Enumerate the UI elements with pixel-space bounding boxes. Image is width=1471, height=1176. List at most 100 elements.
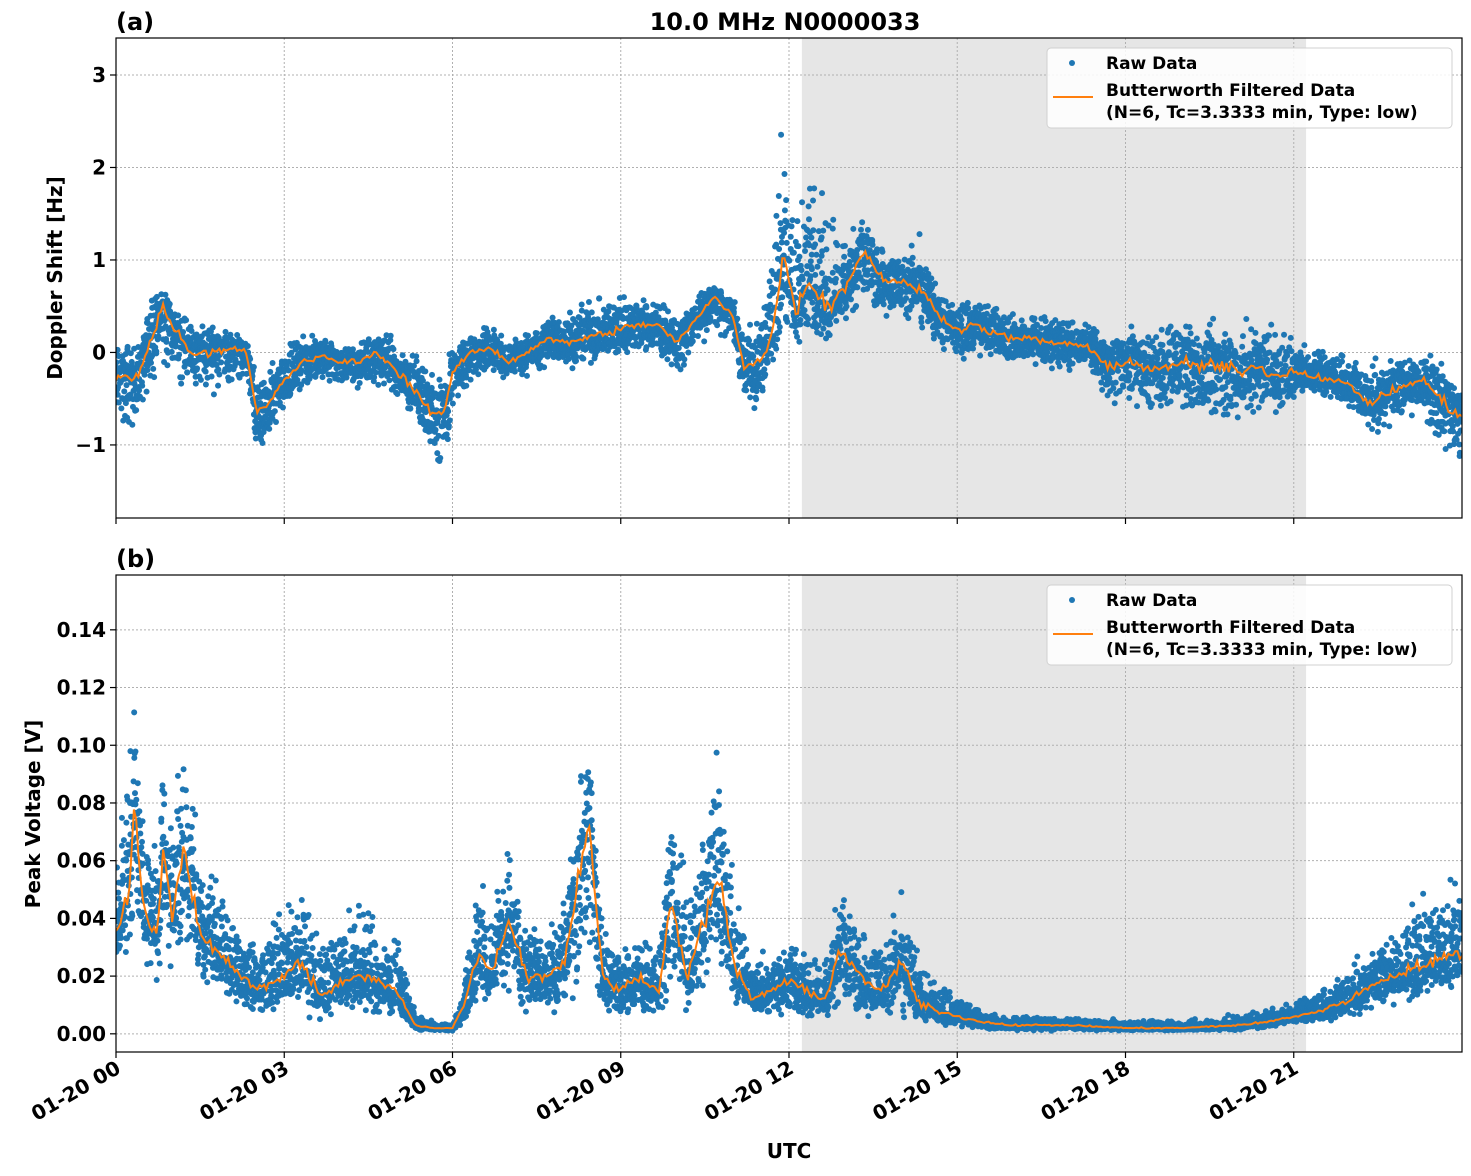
raw-data-point [971,341,977,347]
raw-data-point [830,226,836,232]
raw-data-point [812,272,818,278]
raw-data-point [523,364,529,370]
raw-data-point [685,350,691,356]
raw-data-point [778,132,784,138]
raw-data-point [881,301,887,307]
raw-data-point [251,364,257,370]
raw-data-point [805,316,811,322]
raw-data-point [400,352,406,358]
raw-data-point [762,372,768,378]
raw-data-point [782,207,788,213]
raw-data-point [800,299,806,305]
raw-data-point [144,389,150,395]
raw-data-point [1110,385,1116,391]
raw-data-point [784,319,790,325]
raw-data-point [850,226,856,232]
raw-data-point [1227,396,1233,402]
raw-data-point [390,346,396,352]
raw-data-point [541,364,547,370]
raw-data-point [1160,375,1166,381]
raw-data-point [215,383,221,389]
raw-data-point [129,422,135,428]
raw-data-point [918,319,924,325]
raw-data-point [1134,403,1140,409]
raw-data-point [796,254,802,260]
raw-data-point [215,366,221,372]
raw-data-point [445,408,451,414]
raw-data-point [1030,351,1036,357]
raw-data-point [1129,386,1135,392]
raw-data-point [760,387,766,393]
raw-data-point [701,338,707,344]
raw-data-point [820,326,826,332]
raw-data-point [905,315,911,321]
raw-data-point [320,374,326,380]
raw-data-point [194,365,200,371]
raw-data-point [961,356,967,362]
raw-data-point [150,366,156,372]
raw-data-point [1194,336,1200,342]
raw-data-point [854,284,860,290]
raw-data-point [704,327,710,333]
raw-data-point [550,315,556,321]
raw-data-point [178,381,184,387]
raw-data-point [959,317,965,323]
raw-data-point [917,231,923,237]
raw-data-point [491,327,497,333]
raw-data-point [1213,386,1219,392]
raw-data-point [823,246,829,252]
raw-data-point [151,374,157,380]
raw-data-point [641,297,647,303]
raw-data-point [267,369,273,375]
raw-data-point [272,408,278,414]
raw-data-point [802,248,808,254]
raw-data-point [953,348,959,354]
raw-data-point [768,351,774,357]
raw-data-point [879,249,885,255]
raw-data-point [895,258,901,264]
raw-data-point [833,318,839,324]
raw-data-point [817,258,823,264]
raw-data-point [681,362,687,368]
raw-data-point [266,426,272,432]
raw-data-point [731,305,737,311]
raw-data-point [1199,374,1205,380]
raw-data-point [148,360,154,366]
raw-data-point [965,305,971,311]
raw-data-point [812,241,818,247]
raw-data-point [1188,330,1194,336]
raw-data-point [176,352,182,358]
raw-data-point [751,405,757,411]
raw-data-point [820,228,826,234]
raw-data-point [1207,322,1213,328]
raw-data-point [919,324,925,330]
raw-data-point [437,455,443,461]
raw-data-point [870,242,876,248]
raw-data-point [773,346,779,352]
raw-data-point [977,353,983,359]
raw-data-point [163,339,169,345]
raw-data-point [814,264,820,270]
raw-data-point [175,312,181,318]
raw-data-point [1205,398,1211,404]
raw-data-point [193,381,199,387]
raw-data-point [806,216,812,222]
raw-data-point [883,313,889,319]
raw-data-point [140,397,146,403]
raw-data-point [1210,316,1216,322]
raw-data-point [819,234,825,240]
raw-data-point [809,300,815,306]
raw-data-point [184,369,190,375]
raw-data-point [796,243,802,249]
raw-data-point [848,296,854,302]
raw-data-point [1120,382,1126,388]
raw-data-point [414,358,420,364]
raw-data-point [776,193,782,199]
raw-data-point [164,362,170,368]
raw-data-point [754,321,760,327]
raw-data-point [1222,331,1228,337]
raw-data-point [798,267,804,273]
raw-data-point [407,405,413,411]
raw-data-point [833,276,839,282]
